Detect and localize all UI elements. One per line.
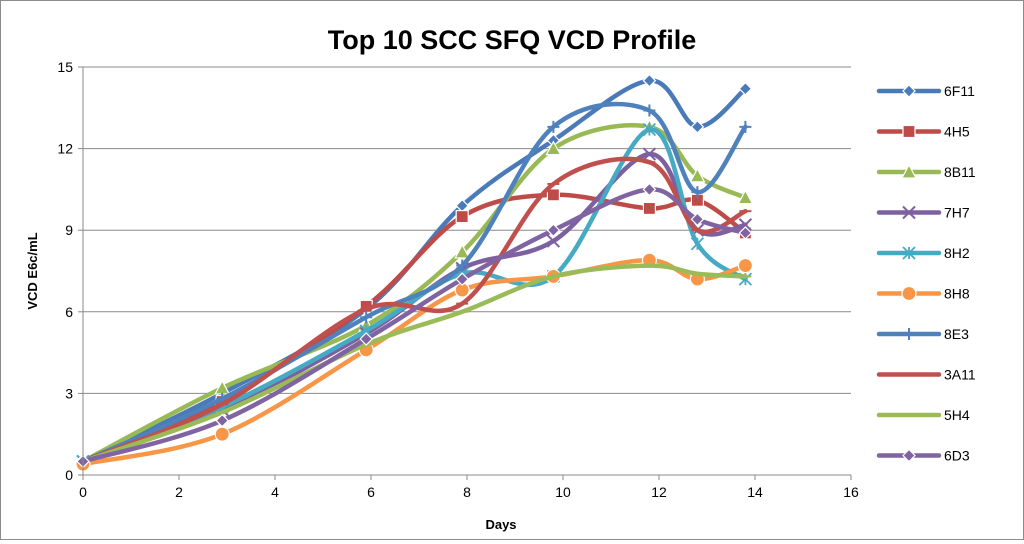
x-tick-label: 16	[843, 484, 859, 500]
gridlines	[83, 66, 851, 394]
data-point	[690, 119, 705, 134]
data-point	[739, 120, 752, 133]
data-point	[454, 243, 471, 259]
series-lines	[74, 73, 754, 472]
legend-label: 6F11	[944, 83, 975, 99]
data-point	[455, 210, 469, 224]
data-point	[642, 182, 657, 197]
legend-marker	[902, 84, 916, 98]
data-point	[360, 311, 373, 324]
series-8E3	[77, 101, 752, 468]
data-point	[546, 223, 561, 238]
data-point	[456, 259, 469, 272]
legend-label: 5H4	[944, 407, 970, 423]
data-point	[690, 212, 705, 227]
axes: 0 3 6 9 12 15 0 2 4 6 8 10 12 14 16	[57, 59, 859, 500]
y-tick-label: 15	[57, 59, 73, 75]
data-point	[215, 413, 230, 428]
legend-label: 8H8	[944, 286, 970, 302]
x-tick-label: 4	[271, 484, 279, 500]
x-tick-label: 10	[555, 484, 571, 500]
series-6D3	[76, 182, 753, 469]
data-point	[642, 201, 657, 216]
data-point	[643, 104, 656, 117]
legend-label: 8H2	[944, 245, 970, 261]
data-point	[214, 426, 230, 442]
legend-marker	[902, 124, 916, 139]
data-point	[546, 188, 561, 202]
legend-marker	[902, 448, 916, 463]
data-point	[547, 120, 560, 133]
legend-marker	[900, 163, 918, 179]
legend-item: 7H7	[876, 205, 970, 221]
legend-marker	[901, 285, 917, 302]
data-point	[642, 147, 657, 161]
series-line	[80, 101, 748, 464]
data-point	[642, 73, 657, 88]
data-point	[690, 237, 705, 251]
x-tick-label: 8	[463, 484, 471, 500]
legend-label: 3A11	[944, 367, 976, 383]
series-5H4	[77, 263, 752, 464]
legend-label: 7H7	[944, 205, 970, 221]
legend-item: 6F11	[876, 83, 975, 99]
data-point	[691, 186, 704, 199]
y-tick-label: 3	[65, 385, 73, 401]
legend-label: 8B11	[944, 164, 976, 180]
data-point	[737, 257, 754, 274]
legend-item: 8B11	[876, 163, 976, 180]
x-tick-label: 0	[79, 484, 87, 500]
data-point	[642, 122, 657, 137]
legend-marker	[903, 328, 915, 340]
legend-item: 5H4	[876, 407, 970, 423]
chart-title: Top 10 SCC SFQ VCD Profile	[328, 25, 697, 55]
data-point	[738, 81, 753, 96]
legend-item: 8H2	[876, 245, 970, 261]
series-line	[80, 123, 748, 464]
series-line	[80, 78, 748, 464]
x-tick-label: 12	[651, 484, 667, 500]
legend-item: 8E3	[876, 326, 969, 342]
data-point	[738, 226, 753, 240]
data-point	[738, 218, 753, 232]
legend-marker	[902, 246, 916, 260]
data-point	[689, 167, 706, 183]
legend-item: 6D3	[876, 448, 970, 464]
legend-label: 6D3	[944, 448, 970, 464]
legend-item: 3A11	[876, 367, 976, 383]
series-8H2	[76, 122, 753, 469]
x-tick-label: 6	[367, 484, 375, 500]
y-tick-label: 0	[65, 467, 73, 483]
y-tick-label: 9	[65, 222, 73, 238]
legend-label: 4H5	[944, 124, 970, 140]
data-point	[546, 234, 561, 248]
y-tick-label: 12	[57, 141, 73, 157]
x-tick-label: 2	[175, 484, 183, 500]
data-point	[545, 140, 562, 156]
legend-item: 8H8	[876, 285, 970, 302]
legend-marker	[902, 205, 916, 220]
data-point	[359, 332, 374, 346]
x-axis-title: Days	[485, 517, 516, 532]
x-tick-label: 14	[747, 484, 763, 500]
legend-item: 4H5	[876, 124, 970, 140]
legend-label: 8E3	[944, 326, 969, 342]
data-point	[455, 272, 470, 287]
data-point	[737, 189, 754, 205]
y-axis-title: VCD E6c/mL	[25, 232, 40, 309]
y-tick-label: 6	[65, 304, 73, 320]
legend: 6F11 4H5 8B11 7H7 8H2 8H8 8E3 3A11 5H4 6D3	[876, 83, 976, 464]
